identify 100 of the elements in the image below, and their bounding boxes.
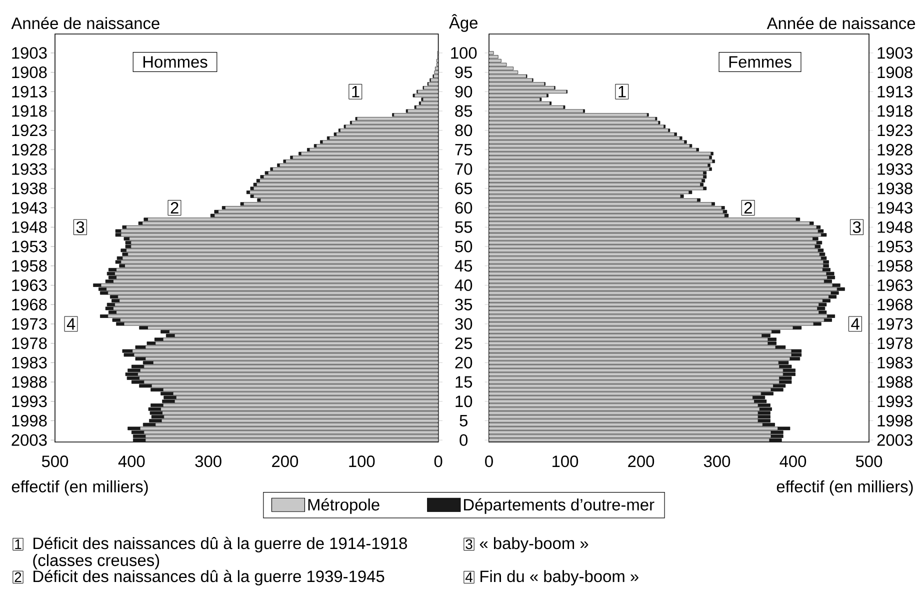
y-tick-label: 1983 [878, 356, 912, 368]
x-tick-label: 500 [42, 456, 68, 468]
y-tick-label: 1903 [878, 47, 912, 59]
y-tick-label: 85 [455, 105, 472, 117]
y2-tick-label: 1998 [12, 414, 47, 427]
y-axis-title: Âge [449, 14, 478, 32]
y2-tick-label: 1948 [12, 221, 47, 233]
x-tick-label: 400 [780, 456, 806, 468]
y2-tick-label: 1938 [12, 182, 47, 194]
text: 1 [15, 539, 22, 550]
y2-tick-label: 1978 [12, 337, 47, 350]
text: Fin du « baby-boom » [480, 570, 638, 586]
y-tick-label: 1988 [878, 376, 912, 388]
x-tick-label: 0 [485, 456, 493, 468]
y2-axis-title: Année de naissance [11, 16, 160, 30]
y2-tick-label: 1923 [12, 124, 47, 136]
y-tick-label: 2003 [877, 434, 912, 446]
y-tick-label: 10 [456, 396, 472, 408]
x-tick-label: 300 [195, 456, 222, 468]
y-tick-label: 0 [460, 434, 468, 446]
x-tick-label: 200 [628, 456, 654, 468]
text: 3 [466, 539, 472, 550]
y-tick-label: 1968 [878, 298, 912, 310]
y2-tick-label: 1903 [12, 47, 47, 59]
y-tick-label: 75 [455, 144, 472, 156]
y-tick-label: 40 [454, 279, 472, 292]
y-tick-label: 55 [455, 221, 472, 233]
y-tick-label: 1928 [878, 144, 912, 156]
text: Déficit des naissances dû à la guerre de 1914-1918 (classes creuses) [33, 536, 407, 570]
y-tick-label: 30 [455, 318, 472, 330]
x-tick-label: 100 [552, 456, 578, 468]
y2-tick-label: 1933 [12, 163, 47, 175]
text: « baby-boom » [480, 537, 588, 552]
text: Déficit des naissances dû à la guerre 1939-1945 [34, 570, 384, 586]
y-tick-label: 65 [455, 182, 472, 194]
y-tick-label: 1973 [878, 318, 912, 330]
annotation: 4 [66, 318, 76, 330]
y-tick-label: 1948 [878, 221, 912, 233]
y2-tick-label: 1993 [12, 396, 47, 408]
x-tick-label: 400 [118, 456, 145, 468]
y-tick-label: 25 [455, 337, 472, 350]
y-tick-label: 15 [456, 376, 472, 388]
y-tick-label: 1963 [878, 279, 912, 292]
y2-tick-label: 1963 [12, 279, 47, 292]
y-tick-label: 60 [455, 202, 472, 214]
y-tick-label: 1908 [878, 66, 912, 78]
y2-tick-label: 1953 [12, 240, 47, 252]
x-axis-title: effectif (en milliers) [12, 480, 148, 496]
y-tick-label: 20 [455, 356, 472, 368]
y-tick-label: 1918 [878, 105, 912, 117]
y-tick-label: 1958 [878, 260, 912, 272]
y2-tick-label: 1913 [12, 86, 47, 98]
annotation: 2 [744, 202, 752, 214]
y2-tick-label: 1973 [12, 318, 47, 330]
text: 4 [465, 572, 472, 582]
y-tick-label: 100 [451, 47, 477, 59]
annotation: 3 [852, 221, 861, 233]
x-tick-label: 200 [272, 456, 298, 468]
y-tick-label: 1913 [878, 86, 912, 98]
y2-tick-label: 1943 [12, 202, 47, 214]
x-axis-title: effectif (en milliers) [776, 480, 913, 496]
legend-label: Métropole [308, 498, 380, 514]
y-tick-label: 1943 [878, 202, 912, 214]
y2-tick-label: 1988 [12, 376, 47, 388]
y-tick-label: 1993 [878, 396, 912, 408]
legend-label: Départements d’outre-mer [464, 498, 654, 514]
x-tick-label: 300 [704, 456, 730, 468]
chart-title: Hommes [143, 56, 208, 68]
annotation: 1 [618, 86, 626, 98]
y-tick-label: 90 [455, 86, 472, 98]
y2-tick-label: 1918 [12, 105, 47, 117]
y2-tick-label: 2003 [12, 434, 47, 446]
y-tick-label: 95 [455, 66, 472, 78]
x-tick-label: 0 [434, 456, 442, 468]
y-tick-label: 1998 [878, 414, 912, 427]
annotation: 3 [76, 221, 84, 233]
x-tick-label: 500 [856, 456, 882, 468]
y-tick-label: 35 [455, 298, 472, 310]
y-tick-label: 70 [455, 163, 472, 175]
annotation: 4 [851, 318, 860, 330]
text: 2 [14, 572, 22, 582]
chart-title: Femmes [729, 56, 792, 68]
annotation: 1 [352, 86, 360, 98]
annotation: 2 [170, 202, 178, 214]
y-tick-label: 1978 [878, 337, 912, 350]
y2-tick-label: 1968 [12, 298, 47, 310]
y-tick-label: 50 [455, 240, 472, 252]
y-axis-title: Année de naissance [766, 16, 916, 30]
y2-tick-label: 1958 [12, 260, 47, 272]
y-tick-label: 1923 [878, 124, 912, 136]
y2-tick-label: 1928 [12, 144, 47, 156]
x-tick-label: 100 [349, 456, 375, 468]
y-tick-label: 80 [455, 124, 472, 136]
y2-tick-label: 1983 [12, 356, 47, 368]
y2-tick-label: 1908 [12, 66, 47, 78]
y-tick-label: 45 [454, 260, 472, 272]
y-tick-label: 1938 [878, 182, 912, 194]
y-tick-label: 1953 [878, 240, 912, 252]
y-tick-label: 1933 [878, 163, 912, 175]
y-tick-label: 5 [460, 414, 468, 426]
